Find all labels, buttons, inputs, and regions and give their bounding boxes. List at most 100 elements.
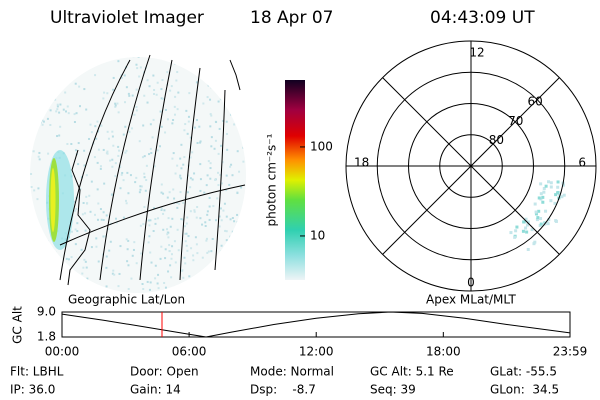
speckle [201, 256, 204, 259]
speckle [37, 155, 40, 158]
aurora-speckle [539, 192, 543, 196]
speckle [229, 235, 232, 238]
speckle [84, 212, 87, 215]
speckle [219, 207, 222, 210]
speckle [81, 213, 84, 216]
speckle [201, 223, 204, 226]
speckle [152, 118, 155, 121]
speckle [214, 139, 217, 142]
speckle [194, 236, 197, 239]
speckle [119, 166, 122, 169]
speckle [142, 124, 145, 127]
speckle [242, 160, 245, 163]
speckle [161, 79, 164, 82]
speckle [199, 189, 202, 192]
speckle [209, 98, 212, 101]
speckle [164, 248, 167, 251]
speckle [95, 237, 98, 240]
speckle [150, 261, 153, 264]
speckle [195, 243, 198, 246]
speckle [126, 248, 129, 251]
speckle [120, 76, 123, 79]
speckle [189, 210, 192, 213]
speckle [123, 74, 126, 77]
speckle [169, 225, 172, 228]
speckle [37, 187, 40, 190]
speckle [206, 96, 209, 99]
speckle [154, 222, 157, 225]
status-field: Dsp: -8.7 [250, 383, 316, 397]
speckle [152, 92, 155, 95]
speckle [82, 266, 85, 269]
speckle [225, 132, 228, 135]
speckle [166, 233, 169, 236]
speckle [228, 183, 231, 186]
speckle [133, 241, 136, 244]
speckle [153, 165, 156, 168]
speckle [179, 174, 182, 177]
speckle [148, 153, 151, 156]
speckle [109, 240, 112, 243]
speckle [210, 145, 213, 148]
speckle [90, 180, 93, 183]
speckle [170, 253, 173, 256]
speckle [73, 200, 76, 203]
speckle [127, 92, 130, 95]
speckle [96, 188, 99, 191]
speckle [164, 257, 167, 260]
speckle [208, 205, 211, 208]
speckle [89, 123, 92, 126]
speckle [143, 205, 146, 208]
speckle [206, 210, 209, 213]
speckle [184, 232, 187, 235]
speckle [46, 117, 49, 120]
speckle [217, 184, 220, 187]
speckle [86, 202, 89, 205]
speckle [189, 156, 192, 159]
speckle [41, 119, 44, 122]
speckle [173, 240, 176, 243]
speckle [127, 239, 130, 242]
speckle [143, 94, 146, 97]
speckle [159, 257, 162, 260]
speckle [149, 251, 152, 254]
speckle [199, 140, 202, 143]
aurora-speckle [526, 247, 530, 251]
speckle [38, 158, 41, 161]
speckle [132, 57, 135, 58]
speckle [221, 161, 224, 164]
speckle [99, 167, 102, 170]
speckle [188, 275, 191, 278]
speckle [117, 145, 120, 148]
polar-plot: 607080121860 [345, 40, 597, 292]
speckle [161, 97, 164, 100]
speckle [192, 259, 195, 262]
speckle [225, 189, 228, 192]
hour-label: 6 [578, 156, 586, 170]
status-field: Flt: LBHL [10, 365, 64, 379]
speckle [105, 266, 108, 269]
speckle [135, 106, 138, 109]
speckle [83, 88, 86, 91]
speckle [116, 102, 119, 105]
speckle [210, 114, 213, 117]
speckle [111, 272, 114, 275]
speckle [172, 119, 175, 122]
speckle [135, 176, 138, 179]
speckle [49, 109, 52, 112]
speckle [97, 148, 100, 151]
time: 04:43:09 UT [430, 8, 535, 28]
speckle [187, 120, 190, 123]
speckle [206, 251, 209, 254]
speckle [229, 218, 232, 221]
speckle [114, 104, 117, 107]
speckle [111, 130, 114, 133]
colorbar-tick-label: 100 [310, 139, 333, 153]
aurora-speckle [556, 180, 560, 184]
speckle [66, 105, 69, 108]
speckle [74, 149, 77, 152]
speckle [138, 140, 141, 143]
speckle [95, 137, 98, 140]
speckle [56, 108, 59, 111]
speckle [151, 136, 154, 139]
